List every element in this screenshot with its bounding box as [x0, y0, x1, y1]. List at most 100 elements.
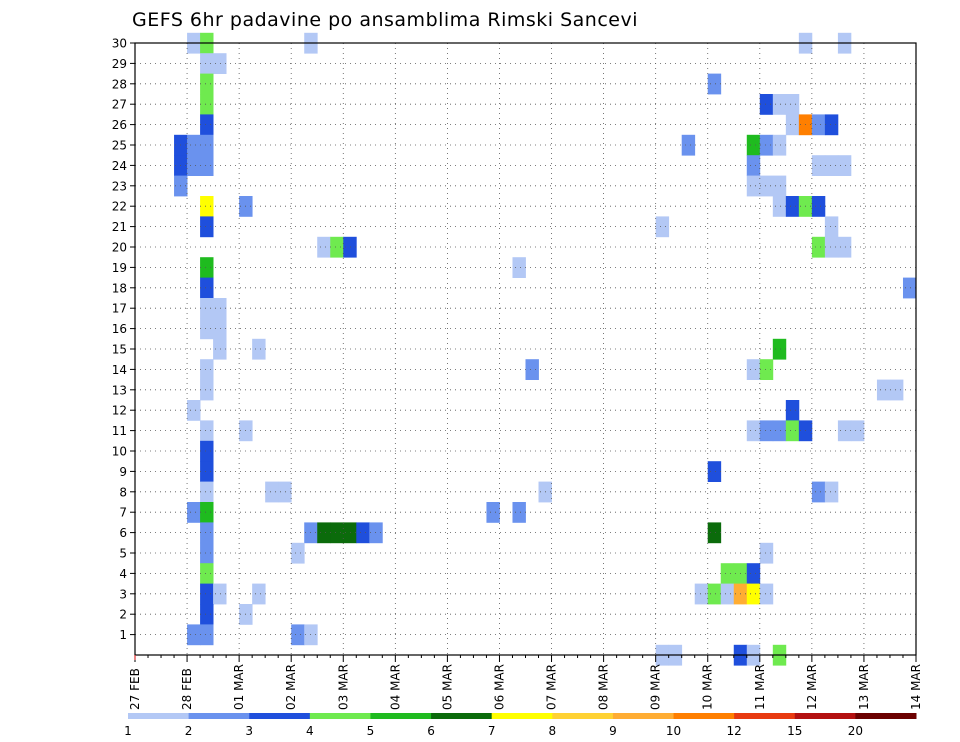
colorbar-swatch: [794, 713, 856, 719]
heatmap-cell: [187, 400, 201, 421]
heatmap-cell: [746, 134, 761, 156]
y-tick-label: 24: [112, 159, 127, 173]
y-tick-label: 29: [112, 57, 127, 71]
y-tick-label: 4: [119, 567, 127, 581]
x-tick-label: 13 MAR: [857, 664, 871, 710]
colorbar: 1 2 3 4 5 6 7 8 9 10 12 15 20: [124, 713, 917, 738]
y-tick-label: 30: [112, 37, 127, 51]
heatmap-cell: [720, 583, 735, 605]
colorbar-label: 12: [727, 724, 742, 738]
heatmap-cell: [785, 400, 800, 421]
heatmap-cell: [811, 155, 826, 176]
heatmap-cell: [317, 236, 331, 258]
heatmap-cell: [837, 236, 852, 258]
heatmap-cell: [525, 359, 539, 380]
heatmap-cell: [759, 359, 774, 380]
heatmap-cell: [772, 196, 787, 217]
heatmap-cell: [759, 583, 774, 605]
x-tick-label: 06 MAR: [492, 664, 506, 710]
colorbar-swatch: [491, 713, 553, 719]
heatmap-cell: [785, 420, 800, 442]
heatmap-cell: [824, 155, 839, 176]
heatmap-cell: [187, 624, 201, 646]
heatmap-cell: [772, 94, 787, 115]
heatmap-cell: [200, 155, 214, 176]
y-tick-label: 6: [119, 526, 127, 540]
heatmap-cell: [200, 318, 214, 340]
heatmap-cell: [486, 502, 500, 523]
x-tick-label: 03 MAR: [336, 664, 350, 710]
heatmap-cell: [187, 155, 201, 176]
heatmap-cell: [330, 236, 344, 258]
heatmap-cell: [824, 114, 839, 136]
heatmap-cell: [187, 502, 201, 523]
x-tick-label: 10 MAR: [701, 664, 715, 710]
colorbar-label: 4: [306, 724, 314, 738]
heatmap-cell: [720, 563, 735, 584]
heatmap-cell: [655, 216, 670, 238]
y-tick-label: 16: [112, 322, 127, 336]
heatmap-cell: [213, 338, 227, 360]
heatmap-cell: [200, 277, 214, 299]
heatmap-cell: [785, 94, 800, 115]
heatmap-cell: [746, 583, 761, 605]
heatmap-cell: [746, 175, 761, 197]
y-tick-label: 12: [112, 404, 127, 418]
heatmap-cell: [291, 624, 305, 646]
colorbar-label: 8: [548, 724, 556, 738]
heatmap-cell: [759, 420, 774, 442]
y-tick-label: 20: [112, 241, 127, 255]
colorbar-label: 5: [367, 724, 375, 738]
heatmap-cell: [785, 114, 800, 136]
colorbar-swatch: [855, 713, 917, 719]
heatmap-cell: [694, 583, 709, 605]
x-tick-label: 01 MAR: [232, 664, 246, 710]
heatmap-cell: [772, 338, 787, 360]
x-tick-label: 28 FEB: [180, 668, 194, 710]
y-tick-label: 13: [112, 383, 127, 397]
colorbar-swatch: [552, 713, 614, 719]
gridlines: [135, 42, 916, 655]
heatmap-cell: [265, 481, 279, 503]
heatmap-cell: [707, 461, 722, 482]
heatmap-cell: [200, 502, 214, 523]
heatmap-cell: [200, 359, 214, 380]
heatmap-cell: [213, 583, 227, 605]
y-tick-label: 17: [112, 302, 127, 316]
heatmap-cell: [213, 53, 227, 74]
x-tick-label: 12 MAR: [805, 664, 819, 710]
heatmap-cell: [837, 420, 852, 442]
x-tick-label: 04 MAR: [388, 664, 402, 710]
heatmap-cell: [837, 155, 852, 176]
colorbar-label: 9: [609, 724, 617, 738]
heatmap-cell: [343, 522, 357, 544]
heatmap-cell: [200, 257, 214, 278]
x-tick-label: 27 FEB: [128, 668, 142, 710]
heatmap-cell: [200, 73, 214, 95]
x-tick-label: 05 MAR: [440, 664, 454, 710]
heatmap-cell: [824, 236, 839, 258]
heatmap-cell: [200, 481, 214, 503]
heatmap-cells: [174, 32, 917, 666]
heatmap-cell: [200, 583, 214, 605]
y-axis: 1234567891011121314151617181920212223242…: [112, 37, 135, 642]
heatmap-cell: [330, 522, 344, 544]
colorbar-label: 6: [427, 724, 435, 738]
colorbar-swatch: [309, 713, 371, 719]
heatmap-cell: [200, 440, 214, 462]
heatmap-cell: [707, 522, 722, 544]
heatmap-cell: [200, 461, 214, 482]
heatmap-cell: [343, 236, 357, 258]
x-tick-label: 14 MAR: [909, 664, 923, 710]
heatmap-cell: [811, 481, 826, 503]
chart-title: GEFS 6hr padavine po ansamblima Rimski S…: [132, 9, 638, 31]
colorbar-swatch: [249, 713, 311, 719]
heatmap-cell: [512, 257, 526, 278]
colorbar-label: 3: [245, 724, 253, 738]
y-tick-label: 3: [119, 587, 127, 601]
y-tick-label: 18: [112, 281, 127, 295]
heatmap-cell: [213, 318, 227, 340]
heatmap-cell: [785, 196, 800, 217]
heatmap-cell: [707, 73, 722, 95]
